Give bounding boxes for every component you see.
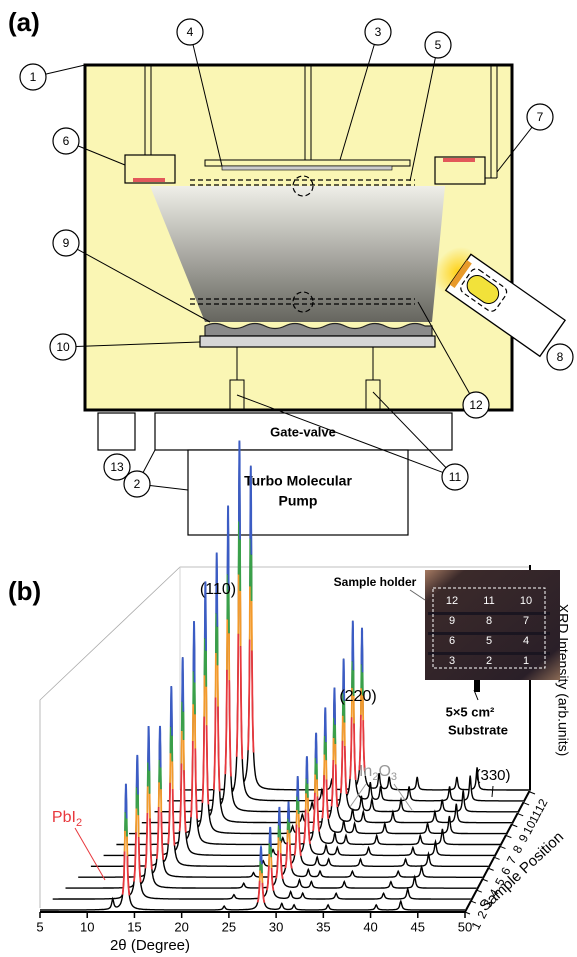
pump-label: Pump [279,493,318,509]
peak-band [252,651,254,753]
inset-number: 1 [523,655,529,667]
inset-number: 8 [486,615,492,627]
callout-number: 9 [63,236,70,250]
position-label: 8 [510,843,526,856]
feedthrough [230,380,244,409]
inset-number: 10 [520,595,532,607]
inset-title: Sample holder [334,575,417,589]
position-tick [489,868,494,870]
peak-label: (110) [200,581,236,598]
leader-line [150,486,188,490]
label-part: 3 [391,771,397,783]
x-tick-label: 20 [174,919,188,934]
position-tick [506,836,511,838]
callout-number: 10 [56,340,70,354]
x-tick-label: 30 [269,919,283,934]
figure: (a) Gate-valve Turbo Molecular Pump 1234… [0,0,577,957]
crucible [200,336,435,347]
gate-valve-label: Gate-valve [270,424,336,439]
source-material [443,158,475,162]
callout-number: 12 [469,398,483,412]
position-tick [495,857,500,859]
panel-label: (b) [8,576,41,606]
leader-line [143,450,155,473]
inset-number: 3 [449,655,455,667]
peak-band [350,717,352,779]
callout-number: 4 [187,25,194,39]
inset-tab [474,680,480,692]
position-tick [512,825,517,827]
peak-label: (330) [475,767,510,784]
label-part: In [359,763,372,780]
position-label: 7 [504,854,520,867]
inset-number: 9 [449,615,455,627]
inset-number: 11 [483,595,494,607]
x-tick-label: 40 [363,919,377,934]
label-part: O [378,763,390,780]
peak-band [341,741,343,793]
callout-number: 13 [110,460,124,474]
inset-size: 5×5 cm² [446,704,495,719]
annotation-arrow [75,828,105,880]
x-tick-label: 45 [411,919,425,934]
peak-label: (220) [339,688,376,705]
position-tick [524,803,529,805]
inset-photo [425,570,560,680]
inset-number: 4 [523,635,529,647]
position-tick [483,879,488,881]
inset-number: 6 [449,635,455,647]
position-label: 6 [498,865,514,878]
position-tick [500,847,505,849]
inset-number: 12 [446,595,458,607]
substrate [222,166,392,170]
callout-number: 11 [449,470,462,484]
x-tick-label: 15 [127,919,141,934]
peak-band [362,628,363,673]
position-tick [518,814,523,816]
feedthrough [366,380,380,409]
callout-number: 2 [134,477,141,491]
inset-number: 5 [486,635,492,647]
peak-band [336,765,338,807]
peak-band [354,724,356,780]
inset-number: 2 [486,655,492,667]
inset-number: 7 [523,615,529,627]
callout-number: 8 [557,350,564,364]
annotation-arrow [492,786,493,797]
body: {"panel_a":{"label":"(a)","callouts":[1,… [0,0,577,957]
in2o3-label: In2O3 [359,763,397,783]
substrate-holder [205,160,410,166]
page: html,body{margin:0;padding:0;background:… [0,0,577,957]
callout-number: 6 [63,134,70,148]
x-tick-label: 10 [80,919,94,934]
pump-label: Turbo Molecular [244,473,352,489]
x-tick-label: 35 [316,919,330,934]
peak-band [218,707,220,792]
source-material [133,178,165,182]
callout-number: 1 [30,70,37,84]
inset-substrate: Substrate [448,722,508,737]
label-part: PbI [52,809,76,826]
x-axis-label: 2θ (Degree) [110,937,190,954]
callout-number: 3 [375,25,382,39]
position-tick [530,792,535,794]
position-tick [477,890,482,892]
x-tick-label: 25 [222,919,236,934]
x-tick-label: 5 [36,919,43,934]
panel-label: (a) [8,7,40,37]
callout-number: 7 [537,110,544,124]
pbi2-label: PbI2 [52,809,82,829]
callout-number: 5 [435,38,442,52]
peak-band [241,646,243,759]
label-part: 2 [76,817,82,829]
leader-line [46,65,85,74]
annotation-arrow [410,590,425,600]
peak-band [229,680,231,776]
component-13 [98,413,135,450]
